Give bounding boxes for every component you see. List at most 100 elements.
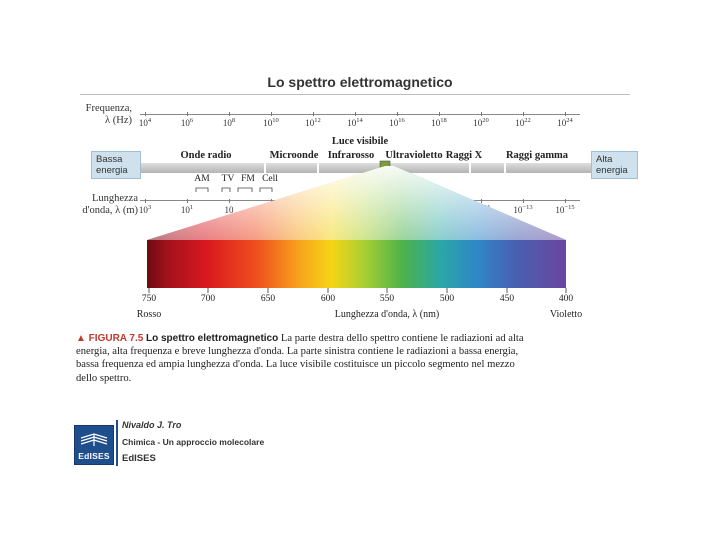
wavelength-label-line-1: Lunghezza [91,193,138,204]
logo-text: EdISES [78,451,110,461]
frequency-tick-base: 10 [347,118,357,128]
frequency-tick-mark [229,112,230,116]
low-energy-line-1: Bassa [96,154,123,165]
wavelength-tick-9: 10−13 [501,204,545,215]
nm-left-end-label: Rosso [136,309,162,320]
frequency-tick-7: 1018 [417,117,461,128]
frequency-tick-6: 1016 [375,117,419,128]
credit-publisher: EdISES [122,453,156,464]
frequency-tick-0: 104 [123,117,167,128]
frequency-tick-exponent: 10 [272,117,279,124]
wavelength-tick-base: 10 [180,205,190,215]
frequency-label-line-1: Frequenza, [85,103,132,114]
frequency-tick-mark [565,112,566,116]
frequency-axis-line [140,114,580,115]
wavelength-axis-label: Lunghezza d'onda, λ (m) [60,193,138,217]
nm-axis-label: Lunghezza d'onda, λ (nm) [334,309,440,320]
wavelength-tick-base: 10 [513,205,523,215]
frequency-tick-mark [523,112,524,116]
wavelength-tick-mark [565,199,566,203]
frequency-tick-4: 1012 [291,117,335,128]
nm-tick-700: 700 [200,294,216,304]
frequency-tick-exponent: 4 [147,117,152,124]
frequency-tick-mark [355,112,356,116]
wavelength-tick-mark [481,199,482,203]
frequency-tick-exponent: 6 [189,117,194,124]
caption-text: La parte destra dello spettro contiene l… [76,333,524,384]
band-label-gamma: Raggi gamma [505,150,569,161]
low-energy-line-2: energia [96,165,128,176]
frequency-tick-exponent: 8 [231,117,236,124]
subband-cell: Cell [262,174,278,184]
high-energy-line-1: Alta [596,154,613,165]
band-label-microwave: Microonde [269,150,319,161]
book-icon [80,433,108,446]
low-energy-box: Bassa energia [91,151,141,179]
frequency-tick-base: 10 [138,118,148,128]
frequency-tick-base: 10 [389,118,399,128]
frequency-tick-5: 1014 [333,117,377,128]
frequency-tick-base: 10 [263,118,273,128]
radio-subband-brackets [195,187,273,192]
credit-author: Nivaldo J. Tro [122,420,182,430]
high-energy-box: Alta energia [591,151,638,179]
frequency-axis-label: Frequenza, λ (Hz) [68,103,132,127]
nm-tick-600: 600 [320,294,336,304]
frequency-tick-base: 10 [473,118,483,128]
frequency-tick-mark [271,112,272,116]
wavelength-tick-exponent: −13 [522,204,533,211]
credit-divider [116,420,118,466]
figure-caption: ▲ FIGURA 7.5 Lo spettro elettromagnetico… [76,332,526,385]
frequency-tick-base: 10 [515,118,525,128]
title-divider [80,94,630,95]
frequency-tick-exponent: 16 [398,117,405,124]
nm-tick-marks [148,288,567,293]
nm-tick-450: 450 [499,294,515,304]
frequency-tick-base: 10 [557,118,567,128]
wavelength-tick-mark [271,199,272,203]
frequency-tick-8: 1020 [459,117,503,128]
band-bar-fill [132,163,592,173]
band-label-infrared: Infrarosso [327,150,375,161]
wavelength-tick-base: 10 [224,205,234,215]
frequency-tick-1: 106 [165,117,209,128]
frequency-tick-exponent: 14 [356,117,363,124]
frequency-tick-base: 10 [180,118,190,128]
frequency-tick-mark [439,112,440,116]
frequency-tick-mark [481,112,482,116]
frequency-tick-mark [397,112,398,116]
frequency-tick-mark [187,112,188,116]
nm-right-end-label: Violetto [549,309,583,320]
frequency-tick-base: 10 [431,118,441,128]
frequency-tick-exponent: 12 [314,117,321,124]
credit-book-title: Chimica - Un approccio molecolare [122,437,265,447]
nm-tick-750: 750 [141,294,157,304]
wavelength-tick-mark [187,199,188,203]
wavelength-tick-2: 10 [207,205,251,215]
nm-tick-400: 400 [558,294,574,304]
visible-spectrum-graphic [147,166,567,293]
subband-fm: FM [241,174,255,184]
wavelength-tick-mark [229,199,230,203]
wavelength-label-line-2: d'onda, λ (m) [82,205,138,216]
page-title: Lo spettro elettromagnetico [267,74,453,90]
frequency-tick-exponent: 18 [440,117,447,124]
wavelength-tick-0: 103 [123,204,167,215]
nm-tick-650: 650 [260,294,276,304]
band-label-xrays: Raggi X [445,150,483,161]
caption-figure-number: ▲ FIGURA 7.5 [76,333,144,344]
frequency-tick-2: 108 [207,117,251,128]
nm-tick-550: 550 [379,294,395,304]
nm-tick-500: 500 [439,294,455,304]
frequency-tick-base: 10 [222,118,232,128]
wavelength-tick-base: 10 [138,205,148,215]
wavelength-tick-exponent: −15 [564,204,575,211]
frequency-tick-exponent: 24 [566,117,573,124]
subband-am: AM [194,174,210,184]
publisher-logo: EdISES [74,425,114,465]
frequency-label-line-2: λ (Hz) [105,115,132,126]
visible-light-label: Luce visibile [331,136,389,147]
wavelength-tick-10: 10−15 [543,204,587,215]
band-label-ultraviolet: Ultravioletto [385,150,443,161]
wavelength-tick-mark [145,199,146,203]
